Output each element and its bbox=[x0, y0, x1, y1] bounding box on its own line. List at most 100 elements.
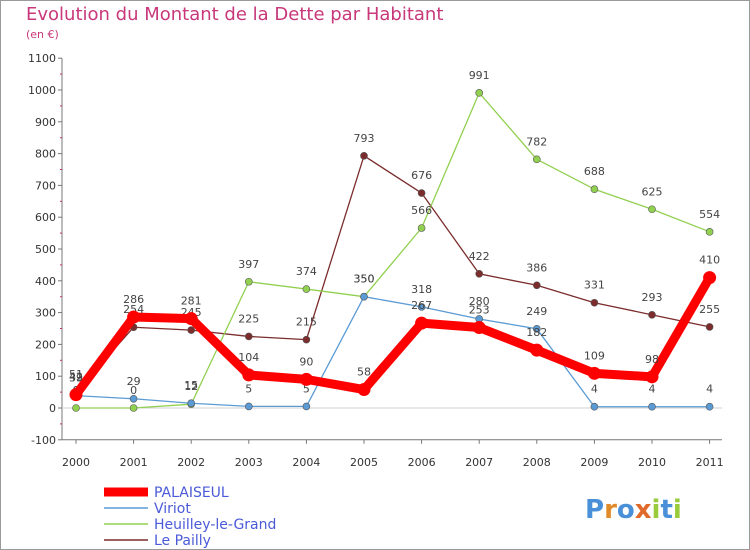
chart-title: Evolution du Montant de la Dette par Hab… bbox=[26, 4, 444, 25]
data-point bbox=[648, 402, 656, 411]
data-label: 4 bbox=[591, 383, 598, 396]
data-label: 4 bbox=[706, 383, 713, 396]
data-label: 249 bbox=[526, 305, 547, 318]
x-tick-label: 2002 bbox=[177, 456, 205, 469]
data-point bbox=[590, 402, 599, 411]
data-label: 39 bbox=[69, 372, 83, 385]
x-tick-label: 2003 bbox=[235, 456, 263, 469]
data-label: 98 bbox=[645, 353, 659, 366]
data-point bbox=[472, 321, 486, 335]
data-label: 58 bbox=[357, 366, 371, 379]
data-point bbox=[245, 332, 253, 341]
y-tick-label: 800 bbox=[35, 148, 56, 161]
data-point bbox=[245, 277, 253, 286]
brand-logo: Proxiti bbox=[585, 495, 682, 525]
data-label: 253 bbox=[469, 304, 490, 317]
data-point bbox=[357, 383, 371, 397]
y-tick-label: 1100 bbox=[28, 52, 56, 65]
data-point bbox=[532, 281, 541, 290]
data-label: 625 bbox=[642, 185, 663, 198]
data-label: 90 bbox=[299, 355, 313, 368]
x-tick-label: 2009 bbox=[580, 456, 608, 469]
x-tick-label: 2001 bbox=[120, 456, 148, 469]
data-point bbox=[590, 185, 599, 194]
data-point bbox=[72, 404, 80, 412]
legend-label: Le Pailly bbox=[154, 533, 211, 549]
y-tick-label: 200 bbox=[35, 338, 56, 351]
data-label: 215 bbox=[296, 316, 317, 329]
data-point bbox=[475, 89, 484, 97]
data-label: 386 bbox=[526, 261, 547, 274]
data-point bbox=[299, 372, 313, 386]
x-tick-label: 2011 bbox=[696, 456, 724, 469]
data-label: 5 bbox=[303, 382, 310, 395]
series-line-3 bbox=[75, 155, 710, 393]
data-label: 293 bbox=[642, 291, 663, 304]
data-label: 42 bbox=[69, 371, 83, 384]
y-tick-label: 0 bbox=[49, 402, 56, 415]
data-point bbox=[69, 388, 83, 402]
data-point bbox=[187, 326, 195, 334]
data-label: 109 bbox=[584, 349, 605, 362]
data-point bbox=[129, 394, 138, 403]
legend-label: PALAISEUL bbox=[154, 485, 229, 501]
y-tick-label: 900 bbox=[35, 116, 56, 129]
data-label: 104 bbox=[238, 351, 259, 364]
data-label: 410 bbox=[699, 254, 720, 267]
data-label: 422 bbox=[469, 250, 490, 263]
data-point bbox=[645, 370, 659, 384]
data-label: 688 bbox=[584, 165, 605, 178]
data-point bbox=[302, 285, 311, 293]
x-tick-label: 2008 bbox=[523, 456, 551, 469]
data-label: 29 bbox=[127, 375, 141, 388]
data-label: 318 bbox=[411, 283, 432, 296]
data-point bbox=[475, 270, 484, 278]
y-tick-label: 400 bbox=[35, 275, 56, 288]
data-label: 51 bbox=[69, 368, 83, 381]
data-label: 15 bbox=[184, 379, 198, 392]
data-point bbox=[703, 271, 717, 285]
data-label: 12 bbox=[184, 380, 198, 393]
data-label: 182 bbox=[526, 326, 547, 339]
data-point bbox=[415, 316, 429, 330]
data-label: 350 bbox=[354, 273, 375, 286]
x-tick-label: 2004 bbox=[292, 456, 320, 469]
y-tick-label: 500 bbox=[35, 243, 56, 256]
data-point bbox=[705, 228, 714, 236]
legend-label: Viriot bbox=[154, 501, 191, 517]
data-label: 566 bbox=[411, 204, 432, 217]
data-point bbox=[532, 155, 541, 164]
data-point bbox=[417, 189, 426, 197]
x-tick-label: 2006 bbox=[408, 456, 436, 469]
data-point bbox=[590, 298, 599, 307]
data-point bbox=[705, 402, 714, 411]
data-point bbox=[532, 325, 541, 333]
data-point bbox=[648, 205, 656, 214]
data-point bbox=[127, 310, 141, 324]
y-tick-label: -100 bbox=[31, 434, 56, 447]
x-tick-label: 2005 bbox=[350, 456, 378, 469]
data-label: 281 bbox=[181, 295, 202, 308]
data-point bbox=[648, 311, 656, 319]
x-tick-label: 2000 bbox=[62, 456, 90, 469]
data-label: 5 bbox=[245, 382, 252, 395]
data-label: 554 bbox=[699, 208, 720, 221]
y-tick-label: 700 bbox=[35, 179, 56, 192]
data-point bbox=[360, 292, 368, 301]
data-label: 0 bbox=[130, 384, 137, 397]
data-label: 374 bbox=[296, 265, 317, 278]
x-tick-label: 2007 bbox=[465, 456, 493, 469]
series-line-2 bbox=[76, 92, 710, 409]
y-tick-label: 1000 bbox=[28, 84, 56, 97]
data-label: 225 bbox=[238, 312, 259, 325]
data-point bbox=[530, 343, 544, 357]
data-label: 4 bbox=[649, 383, 656, 396]
data-label: 397 bbox=[238, 258, 259, 271]
data-point bbox=[245, 402, 253, 411]
data-label: 280 bbox=[469, 295, 490, 308]
data-point bbox=[302, 402, 311, 411]
data-point bbox=[417, 224, 426, 232]
data-label: 267 bbox=[411, 299, 432, 312]
data-point bbox=[360, 152, 368, 160]
